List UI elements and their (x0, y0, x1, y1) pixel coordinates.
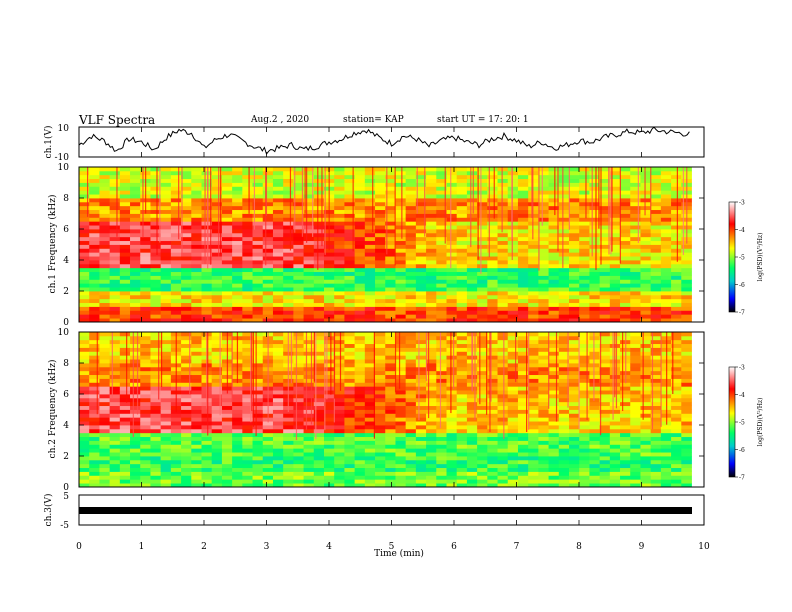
time-tick-label: 3 (264, 542, 270, 552)
ch3-waveform-line (79, 507, 692, 514)
ch1-spectrogram-ylabel: ch.1 Frequency (kHz) (47, 195, 58, 294)
freq-tick-label: 0 (63, 483, 69, 493)
time-tick-label: 4 (326, 542, 332, 552)
freq-tick-label: 10 (58, 328, 70, 338)
time-tick-label: 6 (451, 542, 457, 552)
colorbar-tick-label: -5 (739, 420, 745, 427)
colorbar-tick-label: -6 (739, 447, 745, 454)
ch1-waveform-line (78, 126, 690, 156)
ch2-spectrogram-image (79, 332, 704, 488)
ch1-waveform-panel: 10 -10 ch.1(V) (43, 124, 705, 163)
ch3-ylabel: ch.3(V) (43, 494, 54, 527)
time-axis-label: Time (min) (374, 548, 424, 559)
ch1-spectrogram-image (79, 167, 704, 323)
colorbar-1: -3 -4 -5 -6 -7 log(PSD)(V²/Hz) (728, 200, 764, 317)
colorbar-tick-label: -3 (739, 200, 745, 207)
time-tick-label: 2 (201, 542, 207, 552)
ch1-ytick-top: 10 (58, 124, 70, 134)
colorbar-tick-label: -3 (739, 365, 745, 372)
colorbar-tick-label: -4 (739, 227, 745, 234)
time-tick-label: 5 (389, 542, 395, 552)
freq-tick-label: 2 (63, 452, 69, 462)
ch3-waveform-panel: 5 -5 ch.3(V) (43, 492, 705, 531)
freq-tick-label: 0 (63, 318, 69, 328)
colorbar-tick-label: -7 (739, 475, 745, 482)
station-label: station= KAP (343, 115, 404, 125)
ch2-spectrogram-ylabel: ch.2 Frequency (kHz) (47, 360, 58, 459)
chart-title: VLF Spectra (79, 113, 156, 127)
colorbar-1-label: log(PSD)(V²/Hz) (757, 233, 764, 282)
freq-tick-label: 6 (63, 225, 69, 235)
date-label: Aug.2 , 2020 (251, 115, 310, 125)
time-tick-label: 0 (76, 542, 82, 552)
colorbar-tick-label: -4 (739, 392, 745, 399)
ch1-ytick-bottom: -10 (55, 153, 70, 163)
ch1-spectrogram-panel: 0 2 4 6 8 10 ch.1 Frequency (kHz) (47, 163, 705, 328)
time-tick-label: 9 (639, 542, 645, 552)
colorbar-tick-label: -5 (739, 255, 745, 262)
ch2-spectrogram-panel: 0 2 4 6 8 10 ch.2 Frequency (kHz) (47, 328, 705, 493)
freq-tick-label: 4 (63, 421, 69, 431)
time-tick-label: 1 (139, 542, 145, 552)
freq-tick-label: 10 (58, 163, 70, 173)
freq-tick-label: 4 (63, 256, 69, 266)
ch3-ytick-top: 5 (63, 492, 69, 502)
freq-tick-label: 6 (63, 390, 69, 400)
freq-tick-label: 8 (63, 194, 69, 204)
time-tick-label: 7 (514, 542, 520, 552)
freq-tick-label: 8 (63, 359, 69, 369)
colorbar-2-label: log(PSD)(V²/Hz) (757, 398, 764, 447)
time-tick-label: 8 (576, 542, 582, 552)
colorbar-tick-label: -6 (739, 282, 745, 289)
start-ut-label: start UT = 17: 20: 1 (437, 115, 529, 125)
freq-tick-label: 2 (63, 287, 69, 297)
ch3-ytick-bottom: -5 (60, 521, 69, 531)
colorbar-2: -3 -4 -5 -6 -7 log(PSD)(V²/Hz) (728, 365, 764, 482)
colorbar-tick-label: -7 (739, 310, 745, 317)
time-axis: 0 1 2 3 4 5 6 7 8 9 10 (76, 127, 710, 552)
ch1-ylabel: ch.1(V) (43, 126, 54, 159)
time-tick-label: 10 (698, 542, 710, 552)
